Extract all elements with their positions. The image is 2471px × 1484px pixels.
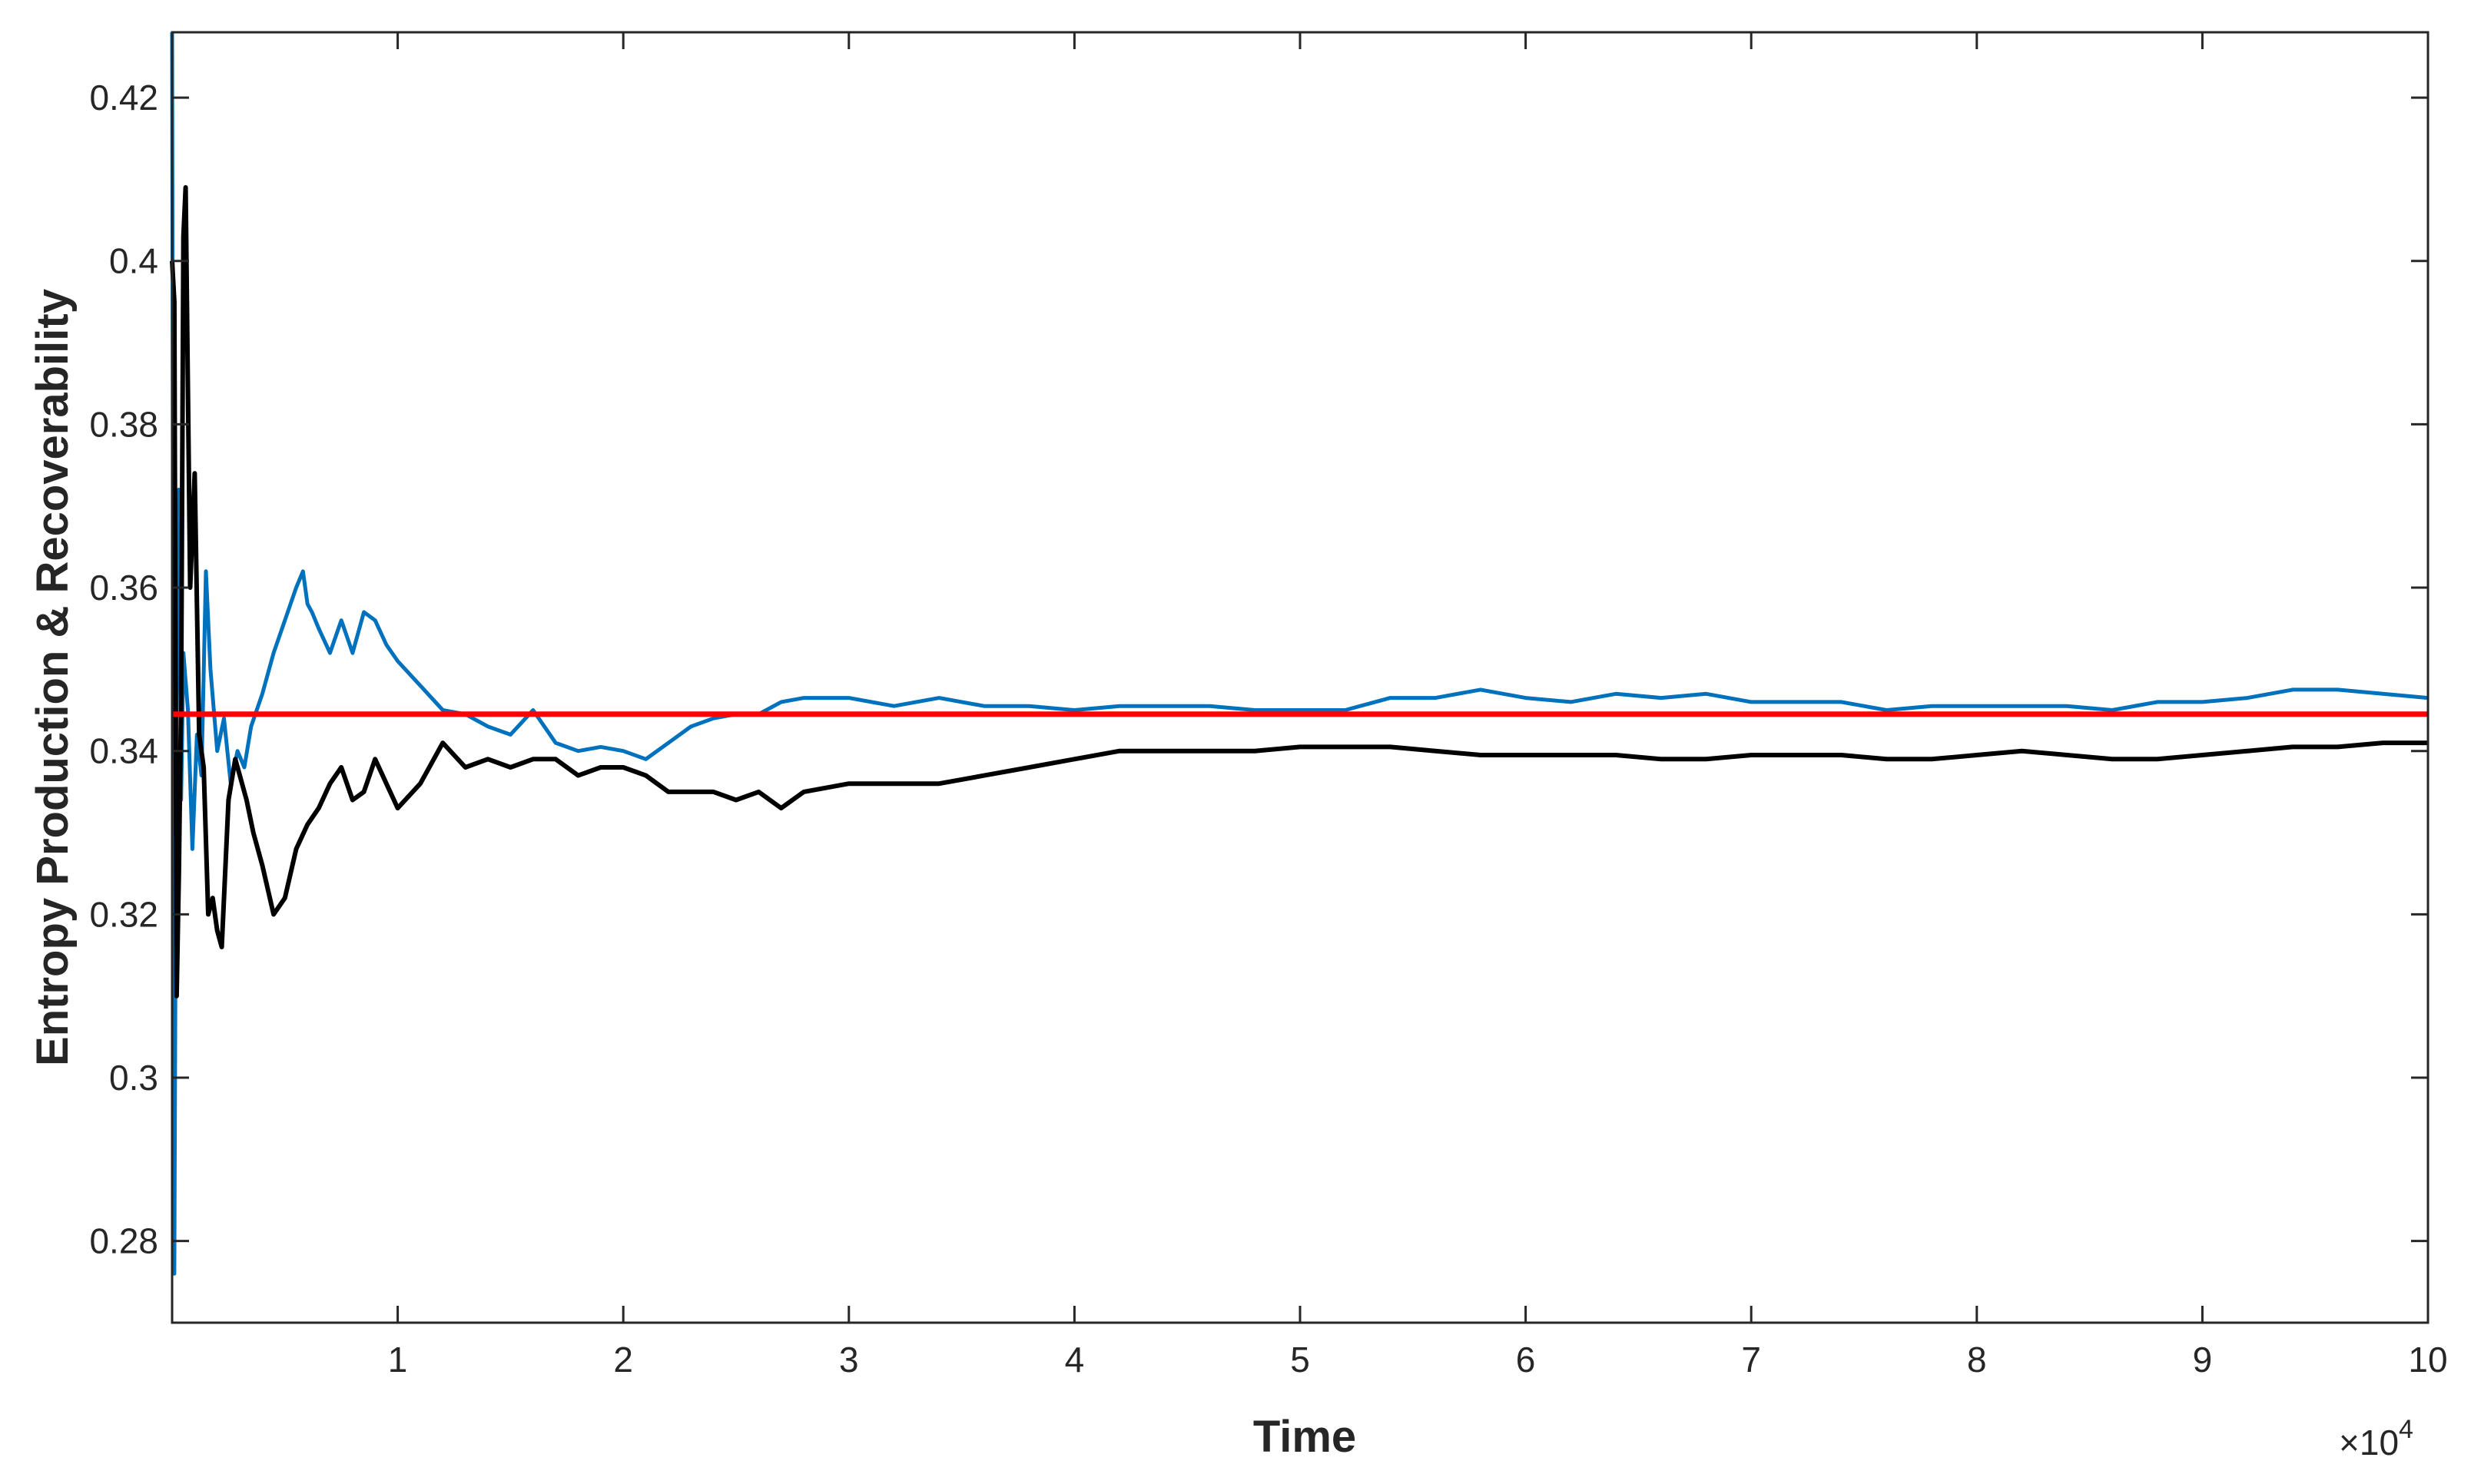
x-tick-label: 10 bbox=[2408, 1340, 2447, 1380]
y-tick-label: 0.36 bbox=[89, 568, 158, 608]
x-exponent-power: 4 bbox=[2399, 1415, 2413, 1444]
x-tick-label: 5 bbox=[1290, 1340, 1310, 1380]
y-tick-label: 0.28 bbox=[89, 1221, 158, 1261]
x-tick-label: 7 bbox=[1741, 1340, 1761, 1380]
plot-background bbox=[172, 32, 2428, 1323]
x-tick-label: 3 bbox=[839, 1340, 859, 1380]
x-tick-label: 1 bbox=[388, 1340, 408, 1380]
x-tick-label: 9 bbox=[2193, 1340, 2213, 1380]
y-axis-label: Entropy Production & Recoverability bbox=[28, 289, 78, 1066]
x-tick-label: 4 bbox=[1065, 1340, 1085, 1380]
y-tick-label: 0.3 bbox=[109, 1058, 158, 1098]
y-tick-label: 0.34 bbox=[89, 731, 158, 771]
y-tick-label: 0.4 bbox=[109, 241, 158, 281]
x-exponent-label: ×104 bbox=[2339, 1415, 2413, 1462]
x-tick-label: 6 bbox=[1516, 1340, 1536, 1380]
x-exponent-base: ×10 bbox=[2339, 1423, 2399, 1462]
y-tick-label: 0.38 bbox=[89, 404, 158, 444]
x-tick-label: 2 bbox=[613, 1340, 633, 1380]
y-tick-label: 0.32 bbox=[89, 894, 158, 934]
y-tick-label: 0.42 bbox=[89, 78, 158, 118]
x-tick-label: 8 bbox=[1967, 1340, 1987, 1380]
x-axis-label: Time bbox=[1253, 1412, 1356, 1462]
